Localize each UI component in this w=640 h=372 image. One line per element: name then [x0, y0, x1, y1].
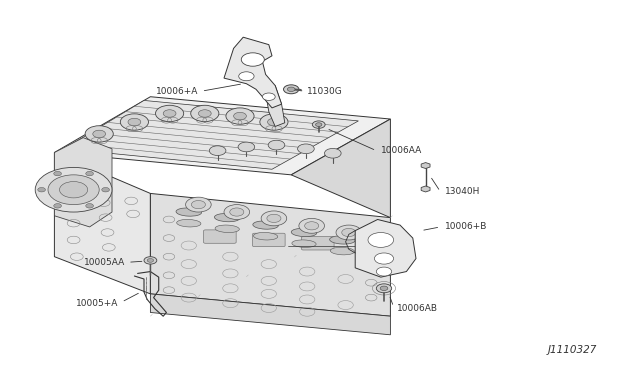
- Text: J1110327: J1110327: [548, 345, 598, 355]
- Circle shape: [239, 72, 254, 81]
- Circle shape: [144, 257, 157, 264]
- Circle shape: [267, 214, 281, 222]
- Circle shape: [374, 253, 394, 264]
- Text: 11030G: 11030G: [307, 87, 343, 96]
- Polygon shape: [355, 219, 416, 277]
- Ellipse shape: [292, 240, 316, 247]
- Polygon shape: [266, 86, 285, 126]
- Circle shape: [54, 171, 61, 176]
- Circle shape: [268, 140, 285, 150]
- Circle shape: [260, 114, 288, 130]
- Circle shape: [342, 228, 356, 237]
- Ellipse shape: [253, 232, 278, 240]
- Circle shape: [312, 121, 325, 128]
- FancyBboxPatch shape: [252, 233, 285, 247]
- Polygon shape: [150, 294, 390, 335]
- Polygon shape: [150, 193, 390, 316]
- FancyBboxPatch shape: [301, 237, 334, 250]
- Polygon shape: [421, 163, 430, 169]
- Circle shape: [316, 123, 322, 126]
- Circle shape: [261, 211, 287, 226]
- Polygon shape: [54, 97, 390, 175]
- Circle shape: [48, 175, 99, 205]
- Ellipse shape: [214, 214, 240, 222]
- Polygon shape: [64, 100, 358, 169]
- Circle shape: [226, 108, 254, 124]
- Circle shape: [224, 205, 250, 219]
- Circle shape: [147, 259, 154, 262]
- Circle shape: [376, 284, 392, 293]
- Circle shape: [35, 167, 112, 212]
- Circle shape: [163, 110, 176, 117]
- Polygon shape: [291, 119, 390, 218]
- Circle shape: [298, 144, 314, 154]
- Text: 10006AB: 10006AB: [397, 304, 438, 313]
- Ellipse shape: [176, 208, 202, 216]
- Ellipse shape: [253, 221, 278, 229]
- Circle shape: [128, 118, 141, 126]
- Ellipse shape: [330, 236, 355, 244]
- Polygon shape: [421, 186, 430, 192]
- Circle shape: [305, 222, 319, 230]
- Circle shape: [85, 126, 113, 142]
- Text: 13040H: 13040H: [445, 187, 480, 196]
- Circle shape: [86, 203, 93, 208]
- Circle shape: [60, 182, 88, 198]
- Text: 10006+A: 10006+A: [156, 87, 198, 96]
- Ellipse shape: [177, 219, 201, 227]
- Circle shape: [86, 171, 93, 176]
- Circle shape: [38, 187, 45, 192]
- Circle shape: [102, 187, 109, 192]
- Circle shape: [198, 110, 211, 117]
- Circle shape: [380, 286, 388, 291]
- Ellipse shape: [330, 247, 355, 255]
- Circle shape: [268, 118, 280, 126]
- Circle shape: [191, 105, 219, 122]
- Circle shape: [336, 225, 362, 240]
- Polygon shape: [54, 153, 150, 294]
- Circle shape: [230, 208, 244, 216]
- Circle shape: [120, 114, 148, 130]
- Circle shape: [287, 87, 295, 92]
- Circle shape: [376, 267, 392, 276]
- Circle shape: [284, 85, 299, 94]
- Circle shape: [241, 53, 264, 66]
- Text: 10005+A: 10005+A: [76, 299, 118, 308]
- Circle shape: [186, 197, 211, 212]
- Circle shape: [234, 112, 246, 120]
- Polygon shape: [224, 37, 282, 108]
- Circle shape: [191, 201, 205, 209]
- Circle shape: [54, 203, 61, 208]
- Ellipse shape: [215, 225, 239, 232]
- Circle shape: [209, 146, 226, 155]
- Circle shape: [368, 232, 394, 247]
- FancyBboxPatch shape: [204, 230, 236, 243]
- Text: 10006AA: 10006AA: [381, 146, 422, 155]
- Circle shape: [262, 93, 275, 100]
- Circle shape: [324, 148, 341, 158]
- Circle shape: [93, 130, 106, 138]
- Circle shape: [238, 142, 255, 152]
- Text: 10006+B: 10006+B: [445, 222, 487, 231]
- Circle shape: [299, 218, 324, 233]
- Ellipse shape: [291, 228, 317, 237]
- Circle shape: [156, 105, 184, 122]
- Text: 10005AA: 10005AA: [84, 258, 125, 267]
- Polygon shape: [54, 138, 112, 227]
